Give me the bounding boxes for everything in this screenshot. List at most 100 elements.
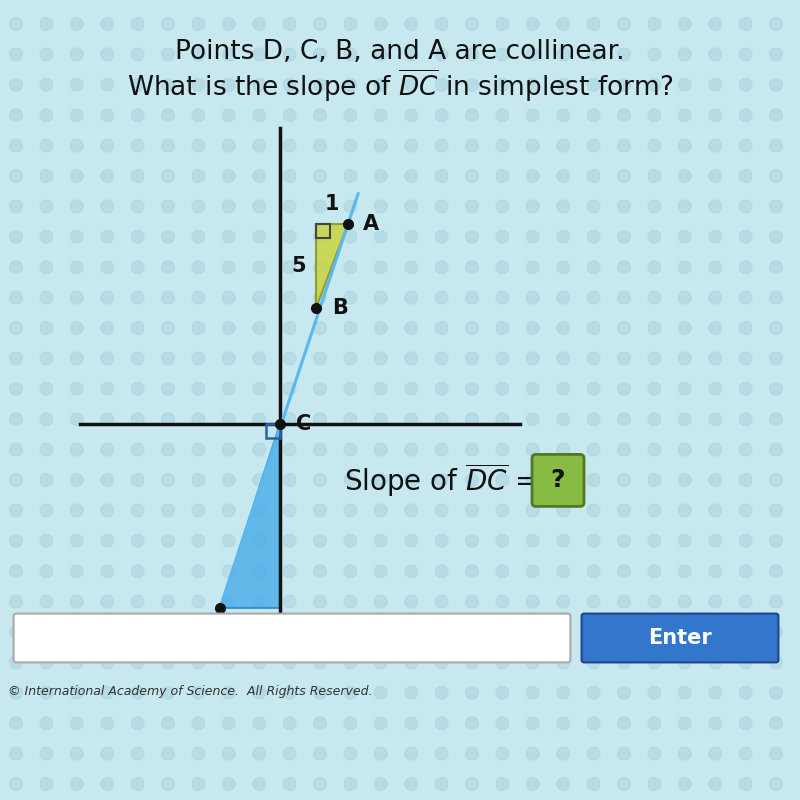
Circle shape: [709, 322, 722, 334]
Circle shape: [10, 322, 22, 334]
Circle shape: [526, 778, 539, 790]
Circle shape: [557, 18, 570, 30]
Circle shape: [283, 261, 296, 274]
Circle shape: [314, 78, 326, 91]
Circle shape: [222, 322, 235, 334]
Circle shape: [435, 230, 448, 243]
Circle shape: [648, 109, 661, 122]
Circle shape: [739, 109, 752, 122]
Circle shape: [526, 534, 539, 547]
Circle shape: [162, 534, 174, 547]
Circle shape: [648, 747, 661, 760]
Circle shape: [10, 443, 22, 456]
Circle shape: [678, 322, 691, 334]
Circle shape: [587, 170, 600, 182]
Circle shape: [222, 595, 235, 608]
Circle shape: [618, 382, 630, 395]
Circle shape: [344, 200, 357, 213]
Circle shape: [739, 565, 752, 578]
Circle shape: [739, 78, 752, 91]
Circle shape: [739, 382, 752, 395]
Circle shape: [496, 504, 509, 517]
Circle shape: [374, 18, 387, 30]
Circle shape: [709, 291, 722, 304]
Circle shape: [678, 48, 691, 61]
Circle shape: [678, 352, 691, 365]
Circle shape: [739, 139, 752, 152]
Circle shape: [405, 778, 418, 790]
Circle shape: [587, 686, 600, 699]
Circle shape: [101, 747, 114, 760]
Circle shape: [770, 352, 782, 365]
Circle shape: [70, 261, 83, 274]
Circle shape: [253, 109, 266, 122]
Circle shape: [253, 352, 266, 365]
Circle shape: [192, 230, 205, 243]
Circle shape: [192, 474, 205, 486]
Circle shape: [435, 504, 448, 517]
Circle shape: [131, 352, 144, 365]
Circle shape: [40, 352, 53, 365]
Circle shape: [283, 48, 296, 61]
Circle shape: [192, 170, 205, 182]
Circle shape: [10, 778, 22, 790]
Circle shape: [739, 230, 752, 243]
Circle shape: [496, 595, 509, 608]
Circle shape: [131, 717, 144, 730]
Circle shape: [131, 170, 144, 182]
Circle shape: [192, 352, 205, 365]
Circle shape: [526, 230, 539, 243]
Circle shape: [496, 48, 509, 61]
Circle shape: [40, 413, 53, 426]
Circle shape: [253, 230, 266, 243]
Circle shape: [648, 595, 661, 608]
Circle shape: [253, 322, 266, 334]
Text: What is the slope of $\overline{DC}$ in simplest form?: What is the slope of $\overline{DC}$ in …: [127, 67, 673, 104]
Circle shape: [314, 230, 326, 243]
Circle shape: [40, 78, 53, 91]
Circle shape: [526, 48, 539, 61]
Circle shape: [770, 565, 782, 578]
Circle shape: [253, 18, 266, 30]
Circle shape: [344, 778, 357, 790]
Circle shape: [192, 200, 205, 213]
Circle shape: [739, 656, 752, 669]
Circle shape: [739, 778, 752, 790]
Circle shape: [314, 109, 326, 122]
Circle shape: [314, 747, 326, 760]
Circle shape: [678, 139, 691, 152]
Circle shape: [648, 686, 661, 699]
Circle shape: [374, 78, 387, 91]
Circle shape: [10, 626, 22, 638]
Circle shape: [678, 747, 691, 760]
Circle shape: [435, 18, 448, 30]
Circle shape: [648, 382, 661, 395]
Circle shape: [466, 109, 478, 122]
Circle shape: [70, 109, 83, 122]
Circle shape: [344, 413, 357, 426]
Circle shape: [253, 443, 266, 456]
Circle shape: [739, 291, 752, 304]
Circle shape: [618, 747, 630, 760]
Circle shape: [435, 139, 448, 152]
Circle shape: [131, 595, 144, 608]
Circle shape: [374, 656, 387, 669]
Circle shape: [557, 322, 570, 334]
Circle shape: [40, 534, 53, 547]
Circle shape: [648, 139, 661, 152]
Circle shape: [557, 382, 570, 395]
Circle shape: [557, 656, 570, 669]
Circle shape: [466, 474, 478, 486]
Circle shape: [709, 565, 722, 578]
Circle shape: [526, 565, 539, 578]
Circle shape: [10, 139, 22, 152]
Circle shape: [587, 595, 600, 608]
Circle shape: [526, 747, 539, 760]
Circle shape: [405, 504, 418, 517]
Circle shape: [435, 382, 448, 395]
Circle shape: [192, 778, 205, 790]
Circle shape: [557, 352, 570, 365]
Circle shape: [101, 413, 114, 426]
Circle shape: [618, 686, 630, 699]
Circle shape: [709, 778, 722, 790]
